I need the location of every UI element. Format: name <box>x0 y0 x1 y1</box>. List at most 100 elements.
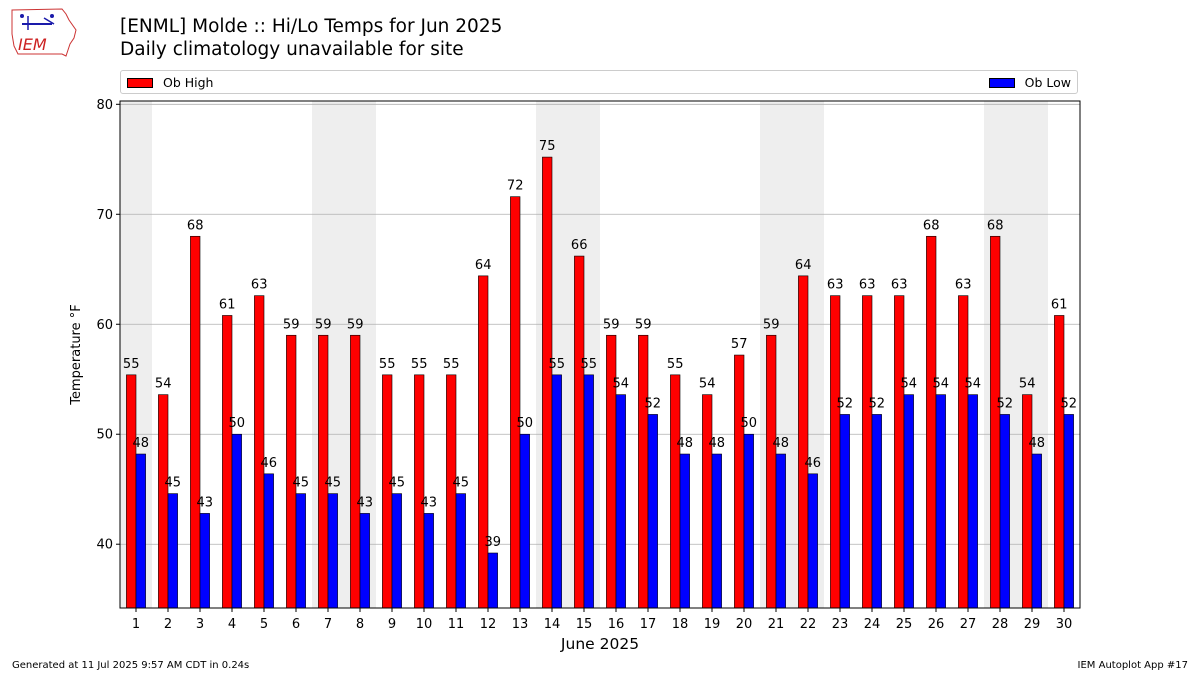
bar-high <box>350 334 361 609</box>
data-label-high: 68 <box>923 218 940 233</box>
bar-low <box>359 513 370 609</box>
data-label-high: 55 <box>379 357 396 372</box>
bar-high <box>702 394 713 609</box>
bar-high <box>638 334 649 609</box>
data-label-high: 64 <box>795 258 812 273</box>
data-label-high: 63 <box>827 278 844 293</box>
bar-high <box>286 334 297 609</box>
bar-low <box>327 493 338 609</box>
data-label-low: 52 <box>645 396 662 411</box>
x-tick-label: 20 <box>736 617 753 632</box>
bar-low <box>487 552 498 609</box>
bar-low <box>839 414 850 609</box>
bar-low <box>455 493 466 609</box>
plot-frame <box>119 100 1081 609</box>
bar-high <box>222 315 233 609</box>
data-label-low: 54 <box>613 377 630 392</box>
data-label-high: 55 <box>411 357 428 372</box>
x-tick-label: 29 <box>1024 617 1041 632</box>
data-label-low: 43 <box>421 495 438 510</box>
data-label-low: 45 <box>325 476 342 491</box>
data-label-high: 55 <box>667 357 684 372</box>
bar-high <box>446 374 457 609</box>
x-tick-label: 12 <box>480 617 497 632</box>
data-label-low: 48 <box>133 436 150 451</box>
x-tick-label: 26 <box>928 617 945 632</box>
x-tick-label: 8 <box>356 617 364 632</box>
data-label-low: 43 <box>197 495 214 510</box>
legend-swatch-high <box>127 77 153 88</box>
x-tick-label: 17 <box>640 617 657 632</box>
bar-low <box>1063 414 1074 609</box>
data-label-low: 54 <box>933 377 950 392</box>
bar-low <box>743 433 754 609</box>
chart-subtitle: Daily climatology unavailable for site <box>120 39 464 60</box>
data-label-high: 63 <box>859 278 876 293</box>
data-label-low: 54 <box>965 377 982 392</box>
x-tick-label: 22 <box>800 617 817 632</box>
x-tick-label: 1 <box>132 617 140 632</box>
y-tick-label: 60 <box>96 318 113 333</box>
data-label-high: 54 <box>1019 377 1036 392</box>
x-tick-label: 10 <box>416 617 433 632</box>
x-tick-label: 6 <box>292 617 300 632</box>
x-tick-label: 30 <box>1056 617 1073 632</box>
data-label-low: 39 <box>485 535 502 550</box>
bar-low <box>423 513 434 609</box>
x-tick-label: 23 <box>832 617 849 632</box>
bar-high <box>926 235 937 609</box>
bar-high <box>830 295 841 609</box>
data-label-high: 54 <box>155 377 172 392</box>
data-label-high: 59 <box>283 317 300 332</box>
legend-swatch-low <box>988 77 1015 88</box>
x-tick-label: 3 <box>196 617 204 632</box>
bar-low <box>583 374 594 609</box>
data-label-high: 57 <box>731 337 748 352</box>
data-label-low: 45 <box>453 476 470 491</box>
x-tick-label: 24 <box>864 617 881 632</box>
data-label-low: 46 <box>805 456 822 471</box>
bar-high <box>894 295 905 609</box>
bar-low <box>807 473 818 609</box>
bar-low <box>903 394 914 609</box>
bar-high <box>158 394 169 609</box>
data-label-high: 55 <box>123 357 140 372</box>
bar-low <box>231 433 242 609</box>
x-tick-label: 18 <box>672 617 689 632</box>
data-label-high: 59 <box>603 317 620 332</box>
x-tick-label: 5 <box>260 617 268 632</box>
data-label-low: 45 <box>165 476 182 491</box>
y-tick-label: 40 <box>96 538 113 553</box>
data-label-low: 52 <box>869 396 886 411</box>
x-tick-label: 9 <box>388 617 396 632</box>
data-label-low: 52 <box>1061 396 1078 411</box>
data-label-high: 63 <box>251 278 268 293</box>
bar-high <box>254 295 265 609</box>
bar-high <box>574 255 585 609</box>
bar-high <box>670 374 681 609</box>
x-tick-label: 11 <box>448 617 465 632</box>
x-tick-label: 7 <box>324 617 332 632</box>
logo-text: IEM <box>18 35 47 54</box>
bar-high <box>478 275 489 609</box>
y-axis-label: Temperature °F <box>69 304 84 405</box>
bar-high <box>318 334 329 609</box>
bar-high <box>190 235 201 609</box>
data-label-high: 59 <box>763 317 780 332</box>
bar-low <box>1031 453 1042 609</box>
data-label-high: 54 <box>699 377 716 392</box>
y-tick-label: 80 <box>96 98 113 113</box>
bar-low <box>295 493 306 609</box>
legend: Ob High Ob Low <box>120 70 1078 94</box>
data-label-high: 72 <box>507 179 524 194</box>
bar-low <box>551 374 562 609</box>
bar-low <box>775 453 786 609</box>
iem-logo: IEM <box>11 8 77 57</box>
bar-low <box>615 394 626 609</box>
x-tick-label: 25 <box>896 617 913 632</box>
data-label-low: 48 <box>709 436 726 451</box>
bar-high <box>766 334 777 609</box>
bar-low <box>391 493 402 609</box>
data-label-low: 43 <box>357 495 374 510</box>
